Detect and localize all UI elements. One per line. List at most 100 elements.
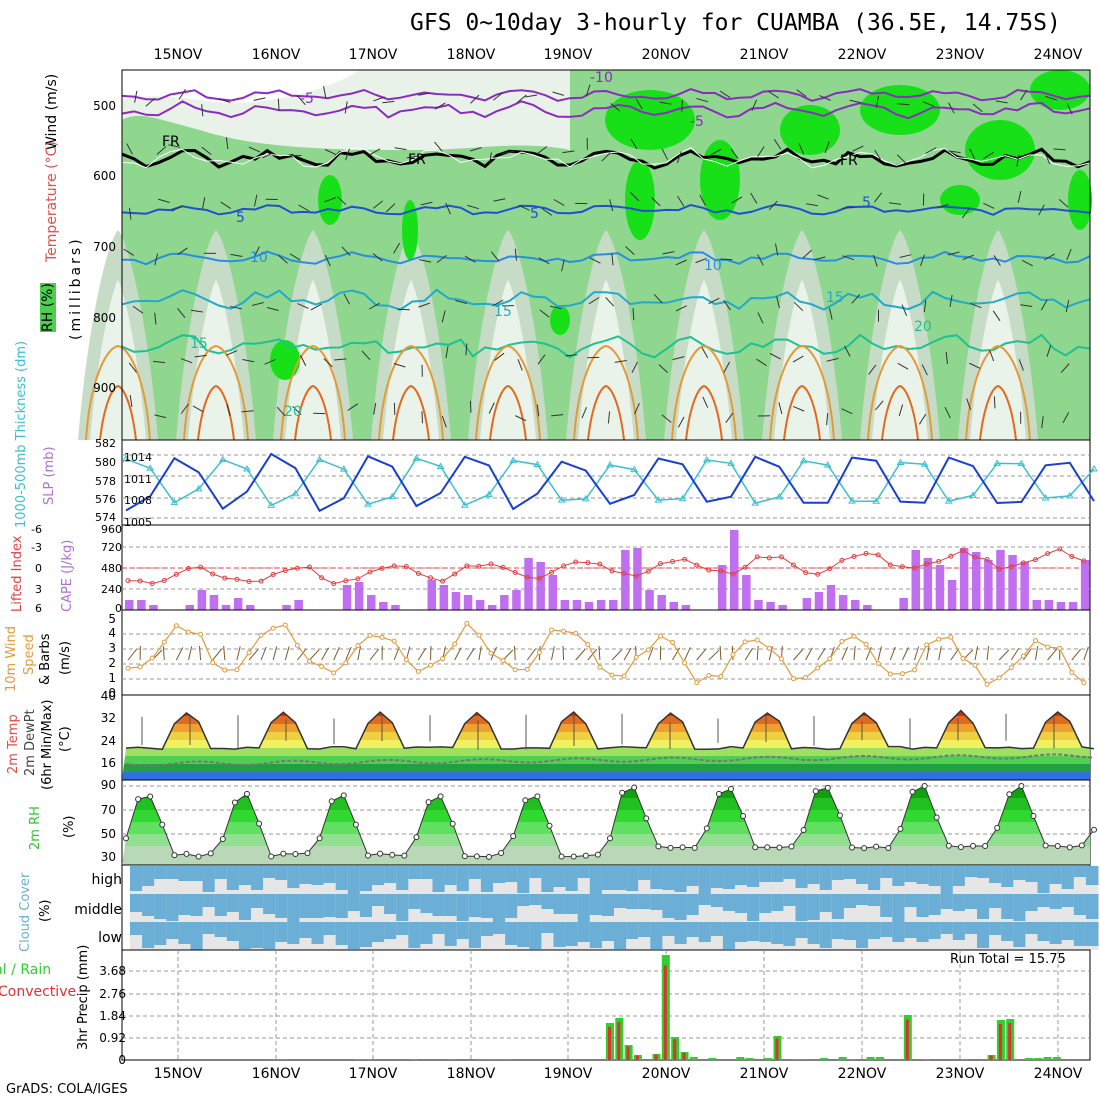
lifted-index-marker: [827, 566, 833, 572]
lifted-index-marker: [1045, 551, 1051, 557]
wind-speed-marker: [198, 631, 204, 637]
cloud-cell: [480, 866, 494, 892]
wind-barb: [368, 302, 380, 310]
precip-bar: [1034, 1058, 1043, 1060]
wind-barb: [710, 148, 722, 156]
lifted-index-axis-label: Lifted Index: [10, 535, 25, 612]
wind-barb: [242, 359, 255, 363]
rh-marker: [365, 852, 371, 859]
precip-bar: [485, 1059, 493, 1060]
cloud-cell: [698, 866, 712, 894]
wind-barb: [844, 345, 851, 357]
date-label: 16NOV: [251, 1066, 301, 1082]
wind-barb: [128, 362, 137, 373]
warm-isotherm: [769, 344, 835, 441]
date-label: 24NOV: [1033, 1066, 1083, 1082]
wind-speed-marker: [718, 673, 724, 679]
wind-barb: [253, 246, 260, 258]
cloud-cell: [759, 894, 772, 913]
lifted-index-marker: [851, 554, 857, 560]
thickness-tick: 574: [95, 511, 116, 524]
contour-label: 15: [190, 336, 208, 352]
wind-barb: [918, 413, 927, 425]
cape-bar: [645, 590, 654, 610]
wind-barb: [324, 149, 337, 156]
very-low-rh-region: [578, 280, 634, 440]
pressure-tick: 700: [93, 240, 116, 254]
dewpoint-line: [125, 753, 1095, 767]
cloud-cell: [214, 866, 228, 879]
wind-barb: [983, 202, 995, 209]
cloud-cell: [505, 866, 518, 882]
date-label: 21NOV: [739, 47, 789, 63]
cloud-cell: [964, 922, 978, 934]
wind-barb: [134, 90, 138, 103]
wind-barb-10m: [901, 647, 909, 661]
wind-barb-10m: [938, 646, 942, 661]
wind-barb: [581, 406, 588, 419]
rh-tick: 90: [100, 778, 116, 792]
wind-barb: [631, 361, 638, 373]
wind-barb: [898, 404, 904, 417]
cloud-cell: [892, 922, 905, 942]
wind-speed-axis-label: & Barbs: [38, 633, 53, 685]
cloud-cell: [529, 922, 542, 949]
date-label: 17NOV: [348, 1066, 398, 1082]
wind-barb: [723, 361, 731, 373]
wind-barb-10m: [865, 646, 872, 661]
cloud-cell: [1001, 894, 1014, 919]
precip-bar: [922, 1059, 931, 1060]
rh-marker: [437, 793, 444, 800]
wind-speed-marker: [258, 632, 264, 638]
wind-barb: [465, 343, 468, 356]
precip-total-label: Total / Rain: [0, 962, 52, 978]
rh-marker: [389, 851, 396, 858]
thickness-marker: [823, 461, 832, 468]
wind-speed-marker: [512, 667, 518, 673]
wind-barb: [947, 251, 960, 256]
wind-speed-marker: [379, 634, 385, 640]
cape-bar: [972, 552, 981, 610]
cloud-cell: [989, 922, 1002, 935]
wind-barb-10m: [562, 645, 565, 661]
cloud-cell: [335, 922, 349, 945]
cloud-cell: [444, 894, 458, 916]
cape-bar: [185, 605, 194, 610]
cape-bar: [233, 598, 243, 610]
wind-barb: [168, 144, 181, 148]
wind-barb-10m: [926, 646, 930, 661]
precip-bar: [736, 1057, 745, 1060]
thickness-marker: [315, 455, 324, 463]
cloud-cell: [940, 894, 954, 909]
wind-barb: [874, 192, 883, 203]
cloud-cell: [190, 866, 204, 881]
thickness-marker: [1090, 465, 1098, 472]
wind-speed-marker: [137, 664, 143, 670]
rh-tick: 30: [100, 850, 116, 864]
wind-speed-marker: [173, 623, 179, 629]
precip-bar: [875, 1057, 884, 1060]
cape-bar: [354, 582, 364, 610]
cloud-cell: [226, 894, 240, 912]
wind-barb: [993, 396, 996, 409]
wind-barb: [614, 360, 627, 363]
wind-speed-marker: [549, 627, 554, 633]
cloud-cell: [190, 922, 204, 950]
wind-barb: [230, 253, 243, 257]
cape-bar: [621, 550, 630, 610]
cloud-cell: [1085, 922, 1099, 946]
wind-barb: [393, 242, 401, 254]
cloud-cell: [444, 866, 458, 885]
wind-barb-10m: [696, 648, 707, 661]
cloud-cell: [202, 894, 216, 907]
cloud-cell: [1061, 894, 1075, 907]
date-label: 22NOV: [837, 1066, 887, 1082]
cloud-cell: [517, 894, 530, 906]
slp-line: [125, 452, 1095, 513]
rh-marker: [425, 799, 432, 806]
moist-patch: [780, 105, 840, 155]
hot-isotherm: [587, 384, 625, 441]
wind-barb-10m: [756, 645, 759, 661]
wind-barb: [730, 148, 739, 159]
